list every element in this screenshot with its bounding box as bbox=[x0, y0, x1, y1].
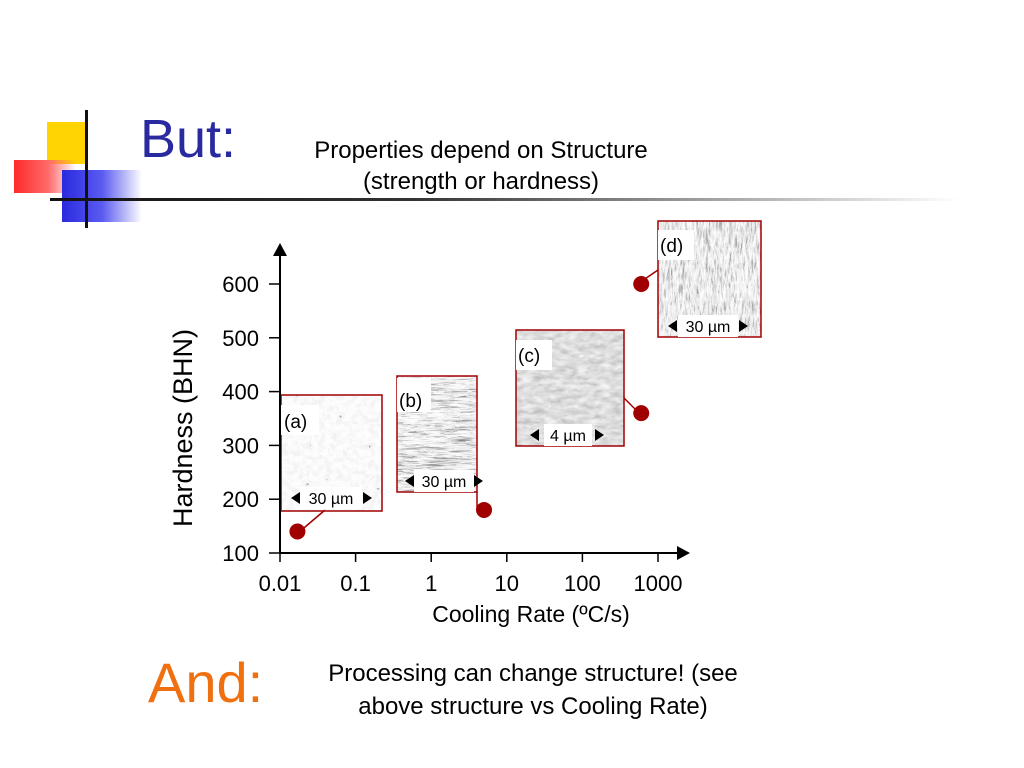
scale-bar-label: 30 µm bbox=[686, 319, 731, 336]
micrograph-c: (c) 4 µm bbox=[515, 329, 625, 447]
closing-heading: And: bbox=[148, 651, 264, 714]
x-axis-ticks: 0.01 0.1 1 10 100 1000 bbox=[259, 553, 683, 596]
decor-blue-block bbox=[62, 170, 142, 222]
x-tick-label: 1000 bbox=[634, 571, 683, 596]
y-axis-ticks: 100 200 300 400 500 600 bbox=[222, 272, 280, 566]
data-point bbox=[289, 523, 306, 540]
decor-vertical-line bbox=[85, 110, 88, 228]
data-point bbox=[633, 276, 650, 292]
micrograph-a: (a) 30 µm bbox=[280, 394, 383, 512]
data-point bbox=[633, 405, 650, 422]
panel-label: (d) bbox=[660, 236, 683, 257]
scale-bar-label: 4 µm bbox=[550, 428, 586, 445]
decor-horizontal-line bbox=[50, 198, 960, 201]
subtitle-line-2: (strength or hardness) bbox=[362, 168, 600, 195]
x-tick-label: 10 bbox=[495, 571, 519, 596]
subtitle-line-1: Properties depend on Structure bbox=[314, 137, 648, 164]
hardness-cooling-chart: (a) 30 µm (b) 30 µm (c) 4 µm bbox=[168, 220, 762, 627]
panel-label: (c) bbox=[518, 346, 540, 367]
x-tick-label: 100 bbox=[564, 571, 601, 596]
x-tick-label: 0.1 bbox=[340, 571, 371, 596]
scale-bar-label: 30 µm bbox=[422, 474, 467, 491]
y-axis bbox=[273, 243, 287, 553]
panel-label: (a) bbox=[284, 412, 307, 433]
slide-subtitle: Properties depend on Structure (strength… bbox=[278, 135, 684, 197]
x-tick-label: 0.01 bbox=[259, 571, 302, 596]
y-tick-label: 200 bbox=[222, 487, 259, 512]
x-axis-label: Cooling Rate (ºC/s) bbox=[432, 601, 630, 627]
y-tick-label: 500 bbox=[222, 326, 259, 351]
closing-note: Processing can change structure! (see ab… bbox=[286, 657, 780, 723]
panel-label: (b) bbox=[399, 391, 422, 412]
micrograph-b: (b) 30 µm bbox=[396, 375, 483, 493]
scale-bar-label: 30 µm bbox=[309, 491, 354, 508]
closing-note-line-2: above structure vs Cooling Rate) bbox=[358, 693, 708, 720]
slide-heading: But: bbox=[140, 109, 237, 169]
micrograph-d: (d) 30 µm bbox=[657, 220, 762, 338]
data-point bbox=[476, 501, 493, 518]
x-tick-label: 1 bbox=[425, 571, 437, 596]
y-tick-label: 100 bbox=[222, 541, 259, 566]
y-axis-label: Hardness (BHN) bbox=[168, 329, 198, 527]
x-axis bbox=[280, 546, 690, 560]
decor-yellow-block bbox=[47, 122, 85, 164]
closing-note-line-1: Processing can change structure! (see bbox=[328, 660, 738, 687]
y-tick-label: 600 bbox=[222, 272, 259, 297]
y-tick-label: 300 bbox=[222, 433, 259, 458]
data-points bbox=[289, 276, 650, 540]
y-tick-label: 400 bbox=[222, 380, 259, 405]
micrograph-panels: (a) 30 µm (b) 30 µm (c) 4 µm bbox=[280, 220, 762, 512]
